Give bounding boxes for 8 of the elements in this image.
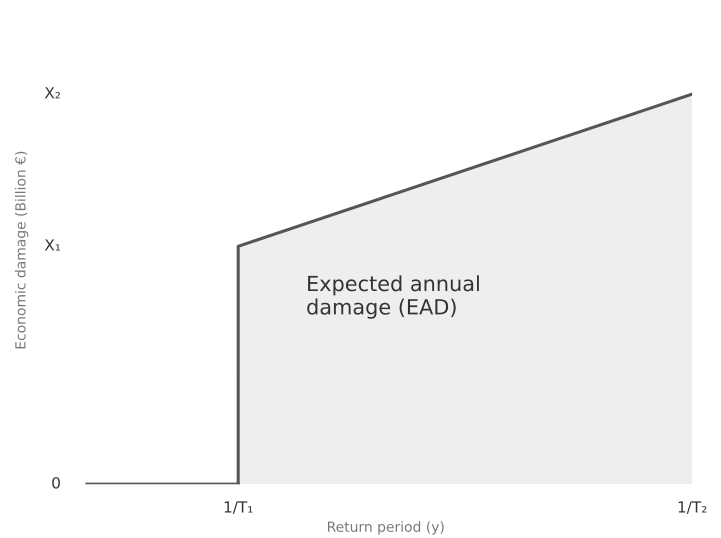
annotation: X₂ <box>44 87 60 98</box>
x-tick-label: 1/T₁ <box>224 501 253 514</box>
y-axis-title: Economic damage (Billion €) <box>14 152 28 348</box>
annotation: X₁ <box>44 239 60 251</box>
x-axis-title: Return period (y) <box>328 521 444 535</box>
x-tick-label: 1/T₂ <box>678 501 706 514</box>
annotation: Expected annual damage (EAD) <box>307 275 479 319</box>
annotation: 0 <box>52 477 60 489</box>
